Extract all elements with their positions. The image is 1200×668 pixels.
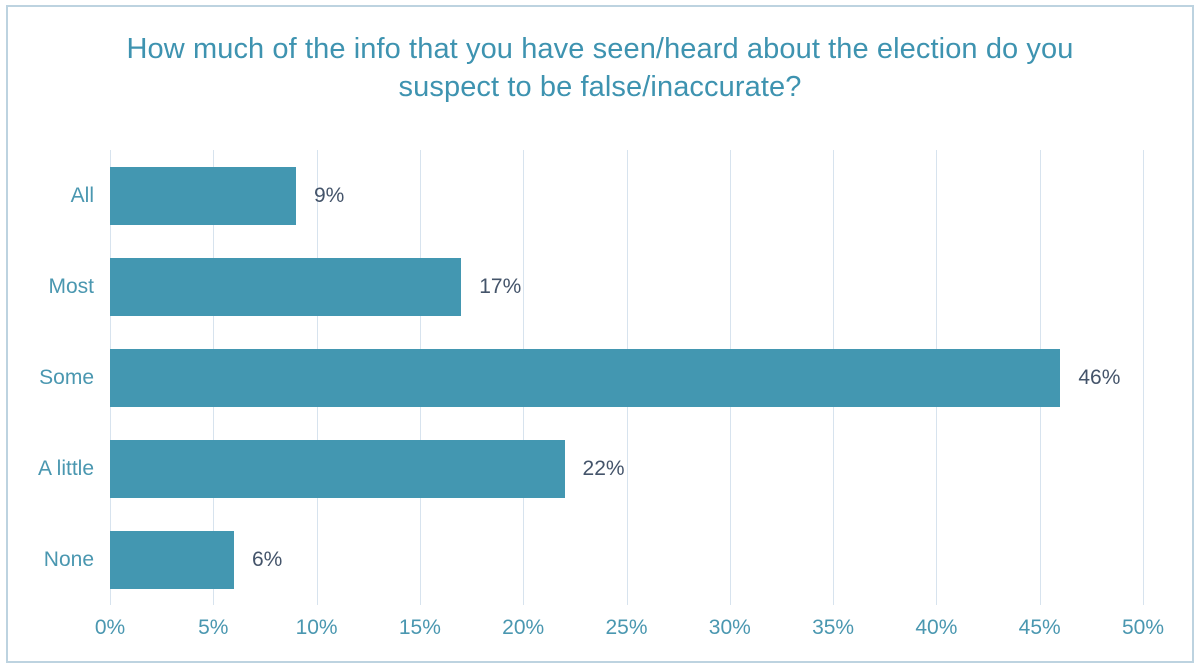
bar-none	[110, 530, 234, 589]
category-label: Some	[39, 365, 94, 389]
x-axis-tick-label: 40%	[915, 616, 958, 639]
bar-a-little	[110, 439, 565, 498]
bar-most	[110, 257, 462, 316]
x-axis-tick-label: 30%	[708, 616, 751, 639]
bar-all	[110, 166, 296, 225]
data-label: 17%	[479, 274, 522, 298]
x-axis-tick-label: 20%	[502, 616, 545, 639]
x-axis-tick-label: 5%	[198, 616, 229, 639]
data-label: 46%	[1078, 365, 1121, 389]
data-label: 22%	[582, 456, 625, 480]
gridline	[1143, 150, 1144, 605]
x-axis-tick-label: 50%	[1121, 616, 1165, 639]
bar-row: Some 46%	[39, 348, 1143, 407]
x-axis-tick-label: 10%	[295, 616, 338, 639]
x-axis: 0% 5% 10% 15% 20% 25% 30% 35% 40% 45% 50%	[95, 616, 1164, 646]
x-axis-tick-label: 15%	[398, 616, 441, 639]
plot-area: All 9% Most 17% Some 46% A little 22% None 6%	[38, 150, 1144, 605]
bar-row: A little 22%	[38, 439, 1143, 498]
category-label: All	[70, 183, 94, 207]
category-label: A little	[37, 456, 94, 480]
category-label: None	[43, 547, 94, 571]
x-axis-tick-label: 0%	[94, 616, 126, 639]
chart-title: How much of the info that you have seen/…	[126, 33, 1074, 104]
bar-row: Most 17%	[48, 257, 1143, 316]
x-axis-tick-label: 45%	[1018, 616, 1061, 639]
bar-some	[110, 348, 1061, 407]
data-label: 6%	[251, 547, 283, 571]
bar-row: None 6%	[44, 530, 1143, 589]
x-axis-tick-label: 35%	[812, 616, 855, 639]
bar-row: All 9%	[71, 166, 1143, 225]
data-label: 9%	[313, 183, 345, 207]
category-label: Most	[48, 274, 94, 298]
x-axis-tick-label: 25%	[605, 616, 648, 639]
